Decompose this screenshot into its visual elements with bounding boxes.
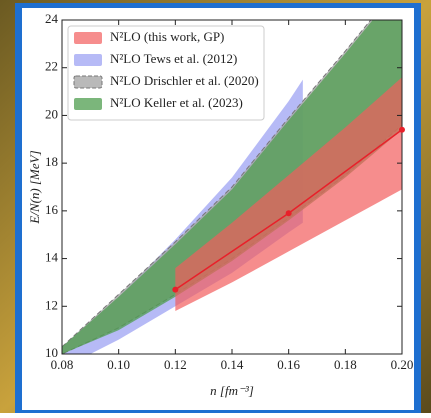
y-axis-label: E/N(n) [MeV] xyxy=(27,150,42,224)
point xyxy=(399,126,405,133)
legend-label: N²LO Drischler et al. (2020) xyxy=(110,73,259,88)
point xyxy=(285,210,292,217)
x-tick-label: 0.20 xyxy=(391,357,414,372)
band xyxy=(62,20,402,354)
legend-swatch xyxy=(73,75,103,89)
legend: N²LO (this work, GP) N²LO Tews et al. (20… xyxy=(67,25,265,121)
y-tick-label: 14 xyxy=(45,250,59,265)
legend-swatch xyxy=(74,98,102,110)
x-axis-label: n [fm⁻³] xyxy=(210,383,254,398)
y-tick-label: 22 xyxy=(45,59,58,74)
legend-label: N²LO Tews et al. (2012) xyxy=(110,51,237,66)
legend-swatch xyxy=(74,32,102,44)
x-tick-label: 0.10 xyxy=(107,357,130,372)
x-tick-label: 0.14 xyxy=(221,357,244,372)
y-tick-label: 18 xyxy=(45,154,58,169)
point xyxy=(172,286,179,293)
y-tick-label: 12 xyxy=(45,297,58,312)
legend-label: N²LO (this work, GP) xyxy=(110,29,224,44)
x-tick-label: 0.16 xyxy=(277,357,300,372)
x-tick-label: 0.12 xyxy=(164,357,187,372)
x-tick-label: 0.08 xyxy=(51,357,74,372)
y-tick-label: 24 xyxy=(45,11,59,26)
plot-area xyxy=(62,20,402,354)
y-tick-label: 10 xyxy=(45,345,58,360)
band xyxy=(175,77,402,312)
y-tick-label: 16 xyxy=(45,202,59,217)
x-tick-label: 0.18 xyxy=(334,357,357,372)
legend-swatch xyxy=(74,54,102,66)
legend-label: N²LO Keller et al. (2023) xyxy=(110,95,243,110)
legend-box xyxy=(67,25,265,121)
y-tick-label: 20 xyxy=(45,106,58,121)
